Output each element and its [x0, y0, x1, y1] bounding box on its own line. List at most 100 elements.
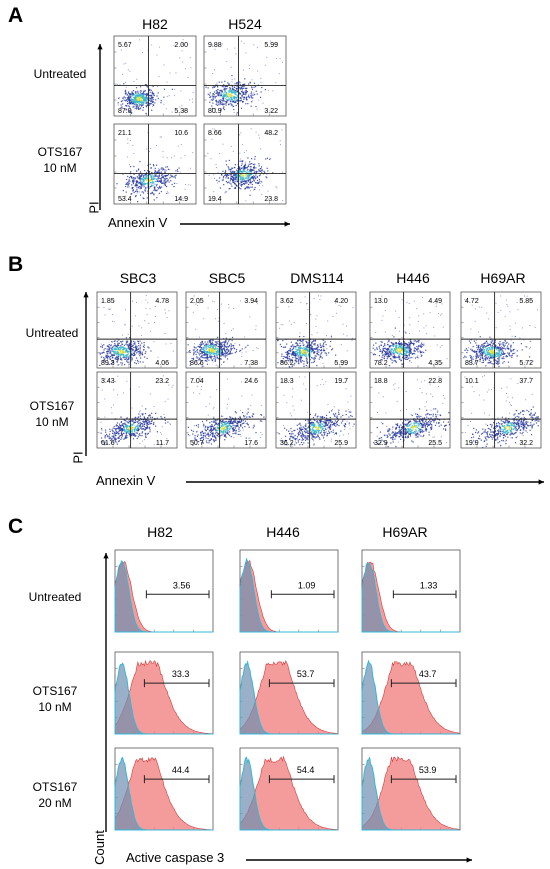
quadrant-ll-value: 50.7: [190, 440, 204, 447]
quadrant-ul-value: 5.67: [118, 42, 132, 49]
panel-a-plot-r1-c0: 21.1 10.6 53.4 14.9: [113, 123, 197, 205]
panel-c-histogram-r2-c2: 53.9: [361, 747, 461, 831]
gate-percent: 1.33: [420, 580, 438, 590]
panel-b-y-arrow: [83, 292, 89, 456]
panel-c-histogram-r0-c2: 1.33: [361, 549, 461, 633]
panel-letter-c: C: [8, 515, 24, 538]
panel-c-row-ots167-10: OTS167 10 nM: [32, 684, 78, 714]
panel-b-col-sbc5: SBC5: [208, 270, 246, 286]
quadrant-ul-value: 3.62: [280, 298, 294, 305]
gate-percent: 43.7: [419, 669, 437, 679]
panel-b-plot-r1-c1: 7.04 24.6 50.7 17.6: [185, 371, 267, 449]
quadrant-ur-value: 24.6: [244, 378, 258, 385]
control-histogram: [114, 560, 213, 633]
quadrant-ur-value: 19.7: [334, 378, 348, 385]
panel-c-x-arrow: [246, 857, 472, 863]
quadrant-ul-value: 21.1: [118, 130, 132, 137]
quadrant-lr-value: 4.06: [155, 360, 169, 367]
gate-percent: 1.09: [298, 580, 316, 590]
panel-a-x-arrow: [180, 221, 290, 227]
panel-a-plot-r0-c0: 5.67 2.00 87.0 5.38: [113, 35, 197, 117]
control-histogram: [239, 557, 338, 633]
quadrant-lr-value: 14.9: [174, 196, 188, 203]
panel-letter-b: B: [8, 253, 24, 276]
quadrant-ul-value: 8.66: [208, 130, 222, 137]
treated-histogram: [114, 659, 214, 735]
control-histogram: [239, 756, 338, 831]
panel-b-col-dms114: DMS114: [290, 270, 344, 286]
panel-b-plot-r0-c3: 13.0 4.49 78.2 4.35: [369, 291, 451, 369]
quadrant-ul-value: 2.05: [190, 298, 204, 305]
panel-c-row-untreated: Untreated: [28, 590, 82, 604]
panel-c-histogram-r1-c0: 33.3: [114, 651, 214, 735]
quadrant-ll-value: 86.6: [190, 360, 204, 367]
quadrant-ul-value: 13.0: [374, 298, 388, 305]
panel-a-col-h82: H82: [142, 16, 168, 32]
quadrant-lr-value: 25.5: [428, 440, 442, 447]
treated-histogram: [239, 755, 339, 831]
quadrant-ul-value: 3.43: [101, 378, 115, 385]
quadrant-lr-value: 5.38: [174, 108, 188, 115]
control-histogram: [239, 660, 338, 735]
panel-c-col-h69ar: H69AR: [382, 524, 428, 540]
quadrant-ll-value: 53.4: [118, 196, 132, 203]
quadrant-ur-value: 2.00: [174, 42, 188, 49]
panel-c-histogram-r0-c0: 3.56: [114, 549, 214, 633]
panel-b-plot-r1-c4: 10.1 37.7 19.9 32.2: [460, 371, 542, 449]
quadrant-ll-value: 36.2: [280, 440, 294, 447]
quadrant-ur-value: 4.78: [155, 298, 169, 305]
panel-c-row-ots167-20: OTS167 20 nM: [32, 780, 78, 810]
panel-a-plot-r0-c1: 9.88 5.99 80.9 3.22: [203, 35, 287, 117]
quadrant-lr-value: 7.38: [244, 360, 258, 367]
panel-b-plot-r1-c3: 18.8 22.8 32.9 25.5: [369, 371, 451, 449]
quadrant-ll-value: 89.3: [101, 360, 115, 367]
panel-a-row-untreated: Untreated: [33, 67, 87, 81]
quadrant-lr-value: 11.7: [156, 440, 169, 447]
panel-letter-a: A: [8, 4, 24, 27]
quadrant-ul-value: 18.8: [374, 378, 388, 385]
panel-b-plot-r1-c0: 3.43 23.2 61.6 11.7: [96, 371, 178, 449]
quadrant-lr-value: 5.99: [334, 360, 348, 367]
quadrant-ur-value: 5.99: [264, 42, 278, 49]
panel-a-plot-r1-c1: 8.66 48.2 19.4 23.8: [203, 123, 287, 205]
panel-b-plot-r0-c2: 3.62 4.20 86.2 5.99: [275, 291, 357, 369]
panel-b-col-sbc3: SBC3: [119, 270, 157, 286]
quadrant-ur-value: 4.49: [428, 298, 442, 305]
treated-histogram: [114, 756, 214, 831]
quadrant-ul-value: 9.88: [208, 42, 222, 49]
panel-a-row-ots167: OTS167 10 nM: [37, 145, 83, 175]
quadrant-ll-value: 83.7: [465, 360, 479, 367]
control-histogram: [114, 662, 213, 735]
control-histogram: [361, 659, 460, 735]
quadrant-ll-value: 19.9: [465, 440, 479, 447]
quadrant-ur-value: 3.94: [244, 298, 258, 305]
quadrant-lr-value: 32.2: [519, 440, 533, 447]
quadrant-ur-value: 22.8: [428, 378, 442, 385]
panel-b-col-h446: H446: [396, 270, 430, 286]
panel-b-row-untreated: Untreated: [25, 326, 79, 340]
panel-b-col-h69ar: H69AR: [480, 270, 526, 286]
quadrant-ll-value: 86.2: [280, 360, 294, 367]
panel-c-x-axis-label: Active caspase 3: [126, 850, 225, 865]
panel-c-col-h446: H446: [266, 524, 300, 540]
panel-b-plot-r1-c2: 18.3 19.7 36.2 25.9: [275, 371, 357, 449]
panel-b-plot-r0-c4: 4.72 5.85 83.7 5.72: [460, 291, 542, 369]
quadrant-ul-value: 10.1: [465, 378, 479, 385]
quadrant-ll-value: 32.9: [374, 440, 388, 447]
panel-b-plot-r0-c1: 2.05 3.94 86.6 7.38: [185, 291, 267, 369]
quadrant-lr-value: 25.9: [334, 440, 348, 447]
panel-c-histogram-r2-c0: 44.4: [114, 747, 214, 831]
quadrant-ll-value: 78.2: [374, 360, 388, 367]
panel-c-histogram-r0-c1: 1.09: [239, 549, 339, 633]
quadrant-ur-value: 37.7: [519, 378, 533, 385]
quadrant-lr-value: 4.35: [428, 360, 442, 367]
panel-a-y-arrow: [97, 44, 103, 210]
panel-c-y-arrow: [103, 553, 109, 832]
quadrant-ll-value: 61.6: [101, 440, 115, 447]
control-histogram: [361, 562, 460, 633]
quadrant-ul-value: 7.04: [190, 378, 204, 385]
gate-percent: 33.3: [172, 669, 190, 679]
quadrant-ur-value: 10.6: [174, 130, 188, 137]
quadrant-lr-value: 3.22: [264, 108, 278, 115]
panel-b-x-arrow: [186, 479, 544, 485]
